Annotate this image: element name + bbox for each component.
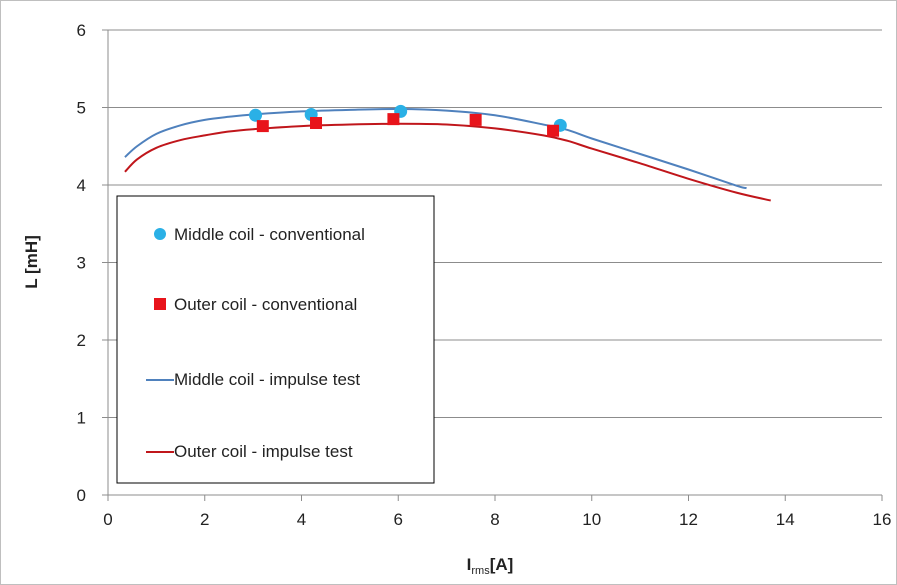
y-tick-label-4: 4: [77, 176, 86, 195]
series-line-outer-coil-impulse-test: [124, 122, 771, 202]
x-tick-label-4: 4: [297, 510, 306, 529]
y-tick-label-5: 5: [77, 99, 86, 118]
y-tick-labels: 0 1 2 3 4 5 6: [77, 21, 108, 505]
data-point-outer-coil-conventional: [256, 120, 269, 133]
legend-swatch-outer-coil-conventional: [154, 298, 166, 310]
data-point-outer-coil-conventional: [547, 124, 560, 137]
x-axis-title: Irms[A]: [467, 555, 514, 577]
x-tick-label-2: 2: [200, 510, 209, 529]
x-axis-title-unit: [A]: [490, 555, 514, 574]
x-tick-label-10: 10: [582, 510, 601, 529]
y-tick-label-1: 1: [77, 409, 86, 428]
series-line-middle-coil-impulse-test: [124, 108, 747, 190]
x-axis-title-main: I: [467, 555, 472, 574]
legend-items: Middle coil - conventional Outer coil - c…: [146, 225, 365, 461]
y-tick-label-2: 2: [77, 331, 86, 350]
y-tick-label-3: 3: [77, 254, 86, 273]
x-tick-labels: 0 2 4 6 8 10 12 14 16: [103, 495, 891, 529]
legend-label-middle-coil-impulse-test: Middle coil - impulse test: [174, 370, 360, 389]
x-tick-label-6: 6: [394, 510, 403, 529]
data-point-outer-coil-conventional: [310, 117, 323, 129]
x-tick-label-16: 16: [873, 510, 892, 529]
data-point-outer-coil-conventional: [387, 113, 400, 126]
legend-box: [116, 195, 435, 484]
y-tick-label-0: 0: [77, 486, 86, 505]
legend-label-outer-coil-conventional: Outer coil - conventional: [174, 295, 357, 314]
series-layer: [124, 104, 771, 202]
y-tick-label-6: 6: [77, 21, 86, 40]
x-tick-label-12: 12: [679, 510, 698, 529]
legend: Middle coil - conventional Outer coil - c…: [116, 195, 435, 484]
data-point-outer-coil-conventional: [469, 113, 482, 126]
data-point-middle-coil-conventional: [249, 108, 263, 122]
legend-label-outer-coil-impulse-test: Outer coil - impulse test: [174, 442, 353, 461]
x-axis-title-sub: rms: [471, 565, 490, 577]
y-axis-title: L [mH]: [22, 235, 41, 289]
x-tick-label-8: 8: [490, 510, 499, 529]
x-tick-label-14: 14: [776, 510, 795, 529]
legend-label-middle-coil-conventional: Middle coil - conventional: [174, 225, 365, 244]
legend-swatch-middle-coil-conventional: [154, 228, 166, 240]
x-tick-label-0: 0: [103, 510, 112, 529]
